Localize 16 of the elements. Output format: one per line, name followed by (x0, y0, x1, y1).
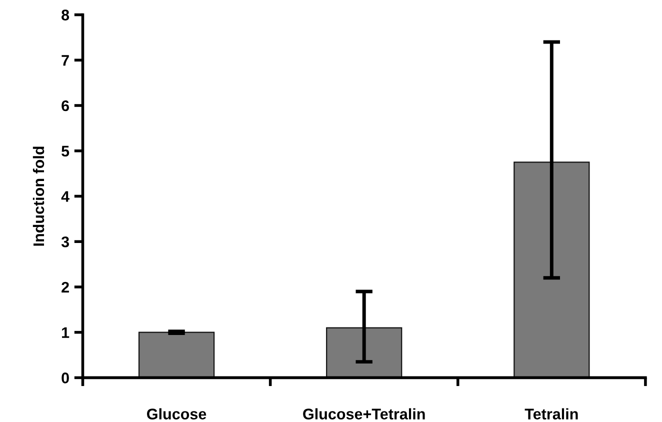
bar (326, 327, 402, 378)
y-tick-label: 5 (62, 146, 70, 157)
bar (514, 162, 590, 378)
y-tick-label: 4 (61, 191, 70, 202)
x-tick-label: Tetralin (524, 408, 578, 420)
x-tick-label: Glucose (147, 408, 206, 420)
y-axis-title: Induction fold (32, 146, 44, 246)
y-tick-label: 6 (62, 100, 70, 112)
y-tick-label: 2 (62, 282, 69, 292)
bar (138, 332, 215, 378)
y-tick-label: 7 (62, 55, 69, 66)
x-tick-label: Glucose+Tetralin (303, 408, 425, 420)
y-tick-label: 8 (62, 10, 70, 20)
y-tick-label: 1 (62, 327, 70, 338)
y-tick-label: 0 (62, 372, 69, 384)
y-tick-label: 3 (61, 236, 70, 248)
